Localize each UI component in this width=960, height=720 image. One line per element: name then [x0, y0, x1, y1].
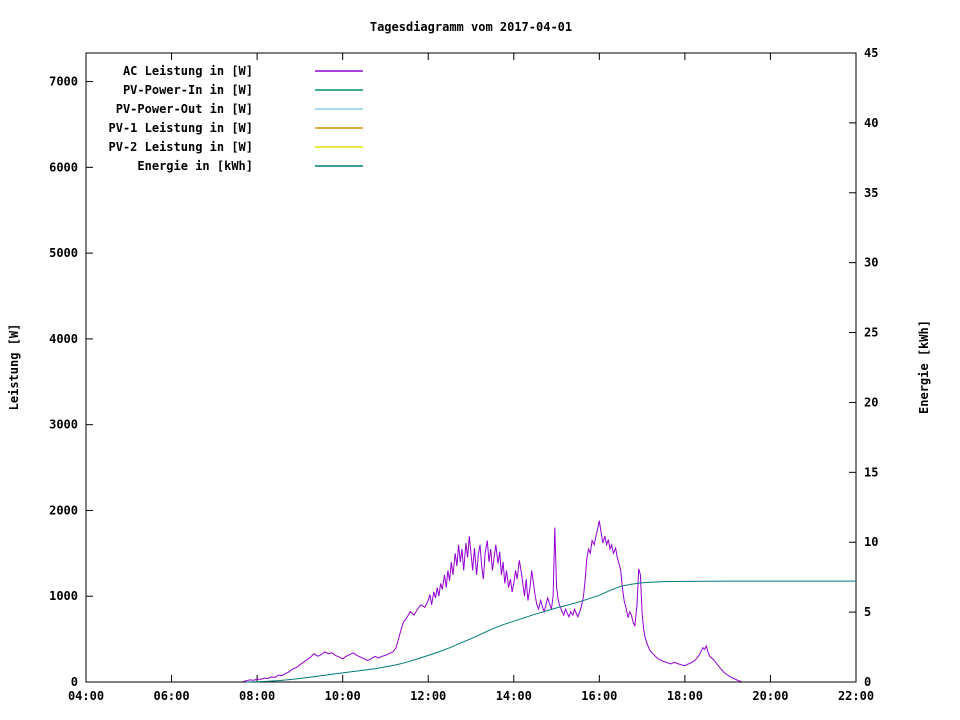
y-left-tick-label: 6000: [49, 160, 78, 174]
plot-border: [85, 52, 857, 683]
x-tick-label: 12:00: [410, 689, 446, 703]
series-line-5: [246, 580, 856, 683]
y-right-tick-label: 10: [864, 535, 878, 549]
legend-label: PV-Power-Out in [W]: [116, 102, 253, 116]
x-tick-label: 04:00: [68, 689, 104, 703]
y-left-tick-label: 7000: [49, 75, 78, 89]
x-tick-label: 08:00: [239, 689, 275, 703]
chart-title: Tagesdiagramm vom 2017-04-01: [369, 20, 573, 34]
y-left-tick-label: 3000: [49, 418, 78, 432]
x-tick-label: 10:00: [325, 689, 361, 703]
legend-label: PV-2 Leistung in [W]: [109, 140, 254, 154]
y-left-tick-label: 5000: [49, 246, 78, 260]
y-right-tick-label: 15: [864, 465, 878, 479]
y-right-tick-label: 45: [864, 46, 878, 60]
x-tick-label: 22:00: [838, 689, 874, 703]
x-tick-label: 16:00: [581, 689, 617, 703]
legend-label: Energie in [kWh]: [137, 159, 253, 173]
x-tick-label: 20:00: [752, 689, 788, 703]
legend-label: AC Leistung in [W]: [123, 64, 253, 78]
y-right-tick-label: 30: [864, 256, 878, 270]
x-tick-label: 18:00: [667, 689, 703, 703]
series-line-0: [242, 520, 742, 683]
y-left-tick-label: 4000: [49, 332, 78, 346]
y-left-tick-label: 0: [71, 675, 78, 689]
y-right-tick-label: 40: [864, 116, 878, 130]
y-left-tick-label: 1000: [49, 589, 78, 603]
x-tick-label: 06:00: [153, 689, 189, 703]
x-tick-label: 14:00: [496, 689, 532, 703]
y-right-tick-label: 5: [864, 605, 871, 619]
y-right-tick-label: 25: [864, 326, 878, 340]
legend-label: PV-1 Leistung in [W]: [109, 121, 254, 135]
y-left-tick-label: 2000: [49, 503, 78, 517]
y-right-tick-label: 20: [864, 395, 878, 409]
y-right-tick-label: 35: [864, 186, 878, 200]
y-right-tick-label: 0: [864, 675, 871, 689]
legend-label: PV-Power-In in [W]: [123, 83, 253, 97]
